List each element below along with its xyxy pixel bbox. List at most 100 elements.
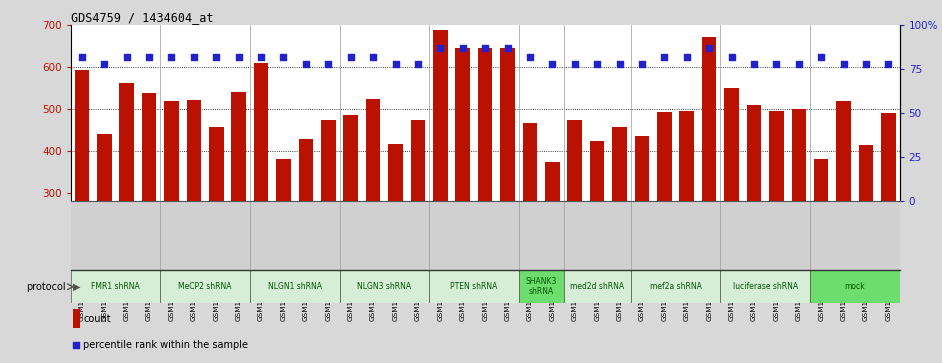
Bar bbox=[721, 270, 810, 303]
Bar bbox=[164, 101, 179, 319]
Point bbox=[769, 61, 784, 67]
Point bbox=[858, 61, 873, 67]
Text: percentile rank within the sample: percentile rank within the sample bbox=[83, 340, 248, 350]
Bar bbox=[365, 99, 381, 319]
Bar bbox=[430, 270, 519, 303]
Bar bbox=[769, 111, 784, 319]
Text: PTEN shRNA: PTEN shRNA bbox=[450, 282, 497, 291]
Bar bbox=[187, 100, 202, 319]
Bar bbox=[814, 159, 828, 319]
Point bbox=[209, 54, 224, 60]
Bar bbox=[120, 83, 134, 319]
Point bbox=[276, 54, 291, 60]
Text: FMR1 shRNA: FMR1 shRNA bbox=[91, 282, 139, 291]
Bar bbox=[567, 120, 582, 319]
Bar bbox=[679, 110, 694, 319]
Bar bbox=[545, 162, 560, 319]
Point bbox=[567, 61, 582, 67]
Text: med2d shRNA: med2d shRNA bbox=[570, 282, 625, 291]
Point bbox=[69, 342, 84, 348]
Text: ▶: ▶ bbox=[73, 282, 80, 292]
Bar bbox=[344, 115, 358, 319]
Text: MeCP2 shRNA: MeCP2 shRNA bbox=[178, 282, 232, 291]
Point bbox=[791, 61, 806, 67]
Point bbox=[881, 61, 896, 67]
Bar bbox=[209, 127, 223, 319]
Point bbox=[679, 54, 694, 60]
Point bbox=[343, 54, 358, 60]
Bar bbox=[747, 105, 761, 319]
Bar bbox=[810, 270, 900, 303]
Bar bbox=[142, 93, 156, 319]
Bar bbox=[339, 270, 430, 303]
Bar bbox=[500, 49, 515, 319]
Bar bbox=[724, 88, 739, 319]
Point bbox=[478, 45, 493, 51]
Bar bbox=[232, 93, 246, 319]
Bar bbox=[635, 136, 649, 319]
Text: protocol: protocol bbox=[26, 282, 66, 292]
Bar bbox=[478, 49, 493, 319]
Point bbox=[388, 61, 403, 67]
Point bbox=[814, 54, 829, 60]
Point bbox=[724, 54, 739, 60]
Bar bbox=[791, 109, 806, 319]
Bar bbox=[590, 141, 605, 319]
Point bbox=[455, 45, 470, 51]
Bar bbox=[563, 270, 631, 303]
Bar bbox=[836, 101, 851, 319]
Bar bbox=[73, 309, 80, 329]
Bar bbox=[433, 30, 447, 319]
Point bbox=[253, 54, 268, 60]
Point bbox=[231, 54, 246, 60]
Point bbox=[657, 54, 672, 60]
Text: mock: mock bbox=[844, 282, 865, 291]
Point bbox=[746, 61, 761, 67]
Point bbox=[97, 61, 112, 67]
Point bbox=[634, 61, 649, 67]
Point bbox=[702, 45, 717, 51]
Bar bbox=[160, 270, 250, 303]
Bar bbox=[612, 127, 626, 319]
Bar bbox=[859, 145, 873, 319]
Point bbox=[187, 54, 202, 60]
Bar bbox=[702, 37, 717, 319]
Bar bbox=[881, 113, 896, 319]
Point bbox=[321, 61, 336, 67]
Text: mef2a shRNA: mef2a shRNA bbox=[650, 282, 702, 291]
Point bbox=[411, 61, 426, 67]
Text: NLGN3 shRNA: NLGN3 shRNA bbox=[357, 282, 412, 291]
Bar bbox=[97, 134, 111, 319]
Text: count: count bbox=[83, 314, 111, 324]
Point bbox=[836, 61, 852, 67]
Point bbox=[544, 61, 560, 67]
Text: luciferase shRNA: luciferase shRNA bbox=[733, 282, 798, 291]
Bar bbox=[455, 49, 470, 319]
Point bbox=[590, 61, 605, 67]
Text: NLGN1 shRNA: NLGN1 shRNA bbox=[268, 282, 322, 291]
Point bbox=[500, 45, 515, 51]
Point bbox=[299, 61, 314, 67]
Bar bbox=[253, 63, 268, 319]
Point bbox=[432, 45, 447, 51]
Bar bbox=[388, 144, 403, 319]
Point bbox=[74, 54, 89, 60]
Bar bbox=[276, 159, 291, 319]
Bar bbox=[250, 270, 339, 303]
Bar bbox=[523, 123, 537, 319]
Text: GDS4759 / 1434604_at: GDS4759 / 1434604_at bbox=[71, 11, 213, 24]
Bar bbox=[411, 120, 425, 319]
Text: SHANK3
shRNA: SHANK3 shRNA bbox=[526, 277, 557, 297]
Bar bbox=[299, 139, 313, 319]
Point bbox=[612, 61, 627, 67]
Bar bbox=[321, 120, 335, 319]
Bar bbox=[71, 270, 160, 303]
Bar bbox=[74, 70, 89, 319]
Point bbox=[365, 54, 381, 60]
Point bbox=[523, 54, 538, 60]
Bar bbox=[658, 112, 672, 319]
Point bbox=[119, 54, 134, 60]
Point bbox=[141, 54, 156, 60]
Bar bbox=[631, 270, 721, 303]
Bar bbox=[519, 270, 563, 303]
